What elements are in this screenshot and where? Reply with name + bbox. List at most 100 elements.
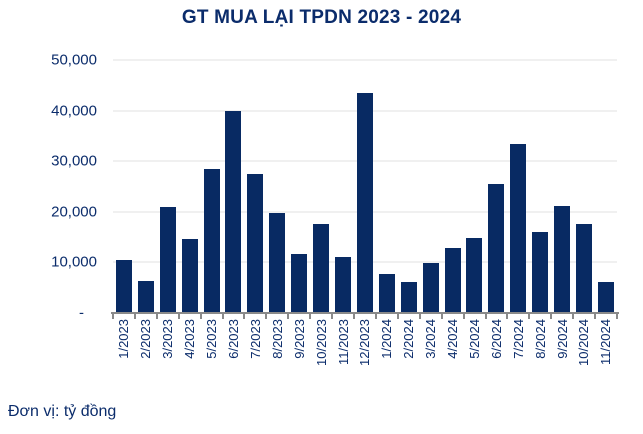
axis-tick [396, 314, 399, 319]
x-label-slot: 5/2023 [201, 319, 223, 397]
bar-2/2024 [400, 282, 417, 313]
axis-tick [221, 314, 224, 319]
x-label-slot: 4/2024 [442, 319, 464, 397]
x-tick-label: 6/2024 [488, 319, 504, 359]
bar-slot [354, 60, 376, 313]
bar-slot [420, 60, 442, 313]
x-tick-label: 12/2023 [357, 319, 373, 366]
axis-tick [112, 314, 114, 319]
axis-tick [287, 314, 290, 319]
y-tick-label: - [79, 304, 84, 322]
x-label-slot: 7/2024 [507, 319, 529, 397]
bar-slot [529, 60, 551, 313]
bars [113, 60, 617, 313]
bar-5/2024 [466, 237, 483, 313]
x-label-slot: 1/2023 [113, 319, 135, 397]
bar-slot [398, 60, 420, 313]
x-tick-label: 3/2023 [160, 319, 176, 359]
bar-slot [595, 60, 617, 313]
bar-slot [266, 60, 288, 313]
bar-slot [223, 60, 245, 313]
x-label-slot: 9/2024 [551, 319, 573, 397]
chart-title: GT MUA LẠI TPDN 2023 - 2024 [181, 7, 462, 28]
x-tick-label: 8/2023 [269, 319, 285, 359]
x-tick-label: 7/2023 [247, 319, 263, 359]
bar-12/2023 [356, 93, 373, 313]
bar-slot [464, 60, 486, 313]
y-axis-labels: 50,000 40,000 30,000 20,000 10,000 - [0, 52, 97, 322]
bar-5/2023 [203, 169, 220, 313]
bar-11/2023 [335, 257, 352, 313]
bar-slot [113, 60, 135, 313]
x-tick-label: 9/2023 [291, 319, 307, 359]
x-tick-label: 5/2024 [466, 319, 482, 359]
bar-slot [485, 60, 507, 313]
x-tick-label: 1/2023 [116, 319, 132, 359]
x-label-slot: 9/2023 [288, 319, 310, 397]
bar-6/2024 [488, 183, 505, 313]
x-axis-labels: 1/2023 2/2023 3/2023 4/2023 5/2023 6/2023 7/20… [113, 319, 617, 397]
x-tick-label: 11/2023 [335, 319, 351, 366]
x-axis-line [111, 312, 619, 314]
bar-4/2024 [444, 248, 461, 313]
x-tick-label: 2/2023 [138, 319, 154, 359]
gridline [113, 59, 617, 61]
x-label-slot: 3/2024 [420, 319, 442, 397]
x-tick-label: 2/2024 [401, 319, 417, 359]
y-tick-label: 50,000 [51, 51, 97, 69]
bar-10/2024 [575, 223, 592, 313]
x-tick-label: 10/2023 [313, 319, 329, 366]
x-label-slot: 2/2024 [398, 319, 420, 397]
axis-tick [309, 314, 312, 319]
y-tick-label: 40,000 [51, 102, 97, 120]
axis-tick [243, 314, 246, 319]
bar-2/2023 [137, 281, 154, 313]
axis-tick [353, 314, 356, 319]
x-label-slot: 8/2024 [529, 319, 551, 397]
bar-slot [288, 60, 310, 313]
bar-slot [179, 60, 201, 313]
unit-note: Đơn vị: tỷ đồng [8, 403, 117, 420]
y-tick-label: 10,000 [51, 253, 97, 271]
bar-slot [573, 60, 595, 313]
bar-8/2023 [269, 212, 286, 313]
axis-tick [418, 314, 421, 319]
axis-tick [199, 314, 202, 319]
x-label-slot: 1/2024 [376, 319, 398, 397]
x-tick-label: 11/2024 [598, 319, 614, 366]
x-label-slot: 5/2024 [464, 319, 486, 397]
x-tick-label: 4/2024 [445, 319, 461, 359]
bar-9/2024 [554, 205, 571, 313]
bar-slot [332, 60, 354, 313]
x-tick-label: 1/2024 [379, 319, 395, 359]
axis-tick [572, 314, 575, 319]
x-tick-label: 8/2024 [532, 319, 548, 359]
bar-3/2024 [422, 262, 439, 313]
axis-tick [265, 314, 268, 319]
bar-slot [244, 60, 266, 313]
bar-11/2024 [597, 281, 614, 313]
bar-9/2023 [291, 254, 308, 313]
x-tick-label: 5/2023 [204, 319, 220, 359]
bar-slot [442, 60, 464, 313]
plot-area [111, 59, 619, 319]
x-label-slot: 3/2023 [157, 319, 179, 397]
bar-slot [201, 60, 223, 313]
x-tick-label: 3/2024 [423, 319, 439, 359]
x-label-slot: 6/2023 [223, 319, 245, 397]
x-label-slot: 11/2023 [332, 319, 354, 397]
axis-tick [331, 314, 334, 319]
y-tick-label: 30,000 [51, 152, 97, 170]
axis-tick [506, 314, 509, 319]
axis-tick [528, 314, 531, 319]
axis-tick [594, 314, 597, 319]
x-label-slot: 12/2023 [354, 319, 376, 397]
x-label-slot: 8/2023 [266, 319, 288, 397]
bar-7/2024 [510, 143, 527, 313]
x-label-slot: 4/2023 [179, 319, 201, 397]
x-label-slot: 6/2024 [485, 319, 507, 397]
x-tick-label: 6/2023 [225, 319, 241, 359]
axis-tick [374, 314, 377, 319]
axis-tick [616, 314, 618, 319]
